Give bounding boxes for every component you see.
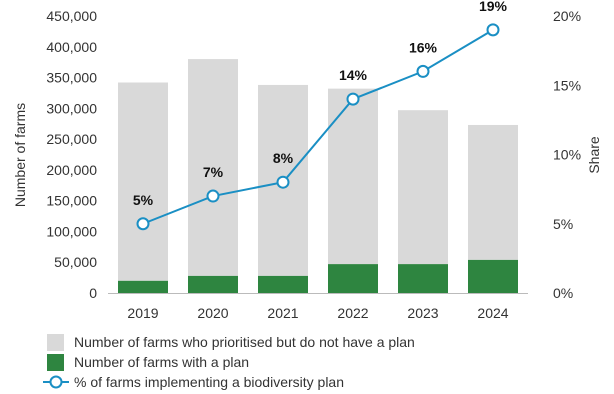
y-tick-left: 0 [89, 285, 97, 301]
legend-marker-icon [49, 375, 63, 389]
share-point [136, 217, 150, 231]
x-tick-label: 2024 [477, 305, 508, 321]
x-tick-label: 2022 [337, 305, 368, 321]
y-tick-left: 200,000 [46, 162, 97, 178]
legend-item-line-share: % of farms implementing a biodiversity p… [43, 374, 344, 390]
legend-label-share: % of farms implementing a biodiversity p… [74, 374, 344, 390]
share-line [142, 28, 494, 225]
y-tick-left: 350,000 [46, 70, 97, 86]
y-tick-right: 5% [553, 216, 573, 232]
share-point [206, 189, 220, 203]
legend-swatch-with-plan [47, 354, 64, 371]
y-tick-right: 20% [553, 8, 581, 24]
bar-no-plan [328, 88, 378, 265]
bar-with-plan [328, 264, 378, 293]
bar-no-plan [398, 110, 448, 265]
share-data-label: 14% [339, 67, 368, 83]
share-data-label: 7% [203, 164, 224, 180]
y-tick-left: 450,000 [46, 8, 97, 24]
legend: Number of farms who prioritised but do n… [43, 334, 415, 390]
bar-with-plan [188, 275, 238, 293]
share-data-label: 8% [273, 150, 294, 166]
x-tick-label: 2019 [127, 305, 158, 321]
bar-no-plan [118, 82, 168, 281]
y-axis-title-right: Share [586, 136, 602, 174]
y-axis-title-left: Number of farms [12, 103, 28, 207]
legend-swatch-no-plan [47, 334, 64, 351]
share-data-label: 19% [479, 0, 508, 14]
y-tick-right: 10% [553, 147, 581, 163]
share-point [276, 175, 290, 189]
share-point [346, 92, 360, 106]
y-tick-left: 300,000 [46, 100, 97, 116]
legend-label-with-plan: Number of farms with a plan [74, 354, 249, 370]
legend-item-bars-with-plan: Number of farms with a plan [47, 354, 249, 371]
bar-with-plan [468, 259, 518, 293]
share-data-label: 16% [409, 39, 438, 55]
legend-item-bars-no-plan: Number of farms who prioritised but do n… [47, 334, 415, 351]
bar-with-plan [398, 264, 448, 293]
bar-no-plan [188, 59, 238, 276]
y-tick-left: 400,000 [46, 39, 97, 55]
x-tick-label: 2021 [267, 305, 298, 321]
bar-no-plan [468, 124, 518, 260]
share-data-label: 5% [133, 192, 154, 208]
bar-with-plan [258, 275, 308, 293]
legend-label-no-plan: Number of farms who prioritised but do n… [74, 334, 415, 350]
y-tick-left: 100,000 [46, 223, 97, 239]
y-tick-left: 50,000 [54, 254, 97, 270]
share-point [416, 64, 430, 78]
y-tick-right: 15% [553, 77, 581, 93]
y-tick-left: 150,000 [46, 193, 97, 209]
y-tick-left: 250,000 [46, 131, 97, 147]
x-tick-label: 2020 [197, 305, 228, 321]
y-tick-right: 0% [553, 285, 573, 301]
share-point [486, 23, 500, 37]
bar-with-plan [118, 280, 168, 293]
x-tick-label: 2023 [407, 305, 438, 321]
